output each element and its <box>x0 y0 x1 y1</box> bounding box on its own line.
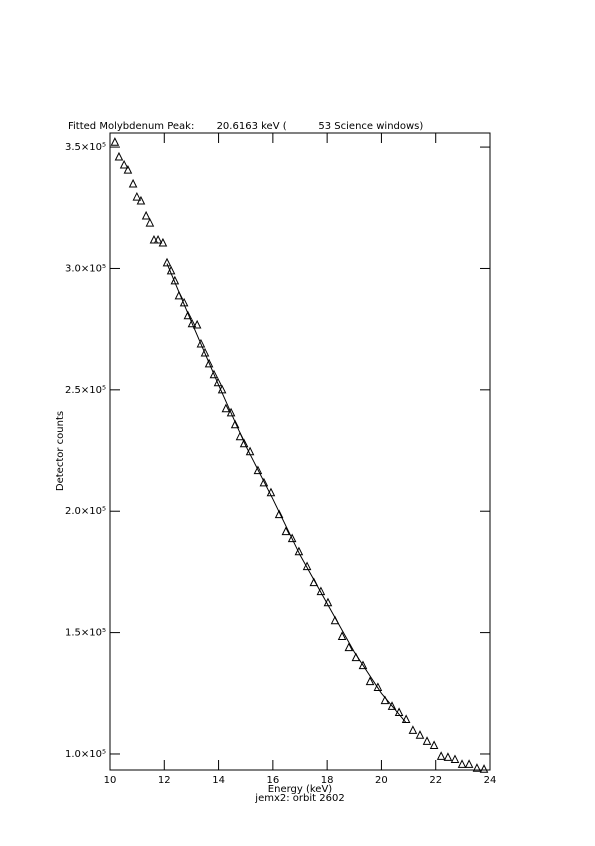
data-point <box>436 751 446 760</box>
data-point <box>401 714 411 724</box>
data-point <box>200 347 210 357</box>
data-point <box>443 752 453 761</box>
data-point <box>196 338 206 348</box>
data-point <box>281 526 291 536</box>
data-point <box>136 195 146 205</box>
data-point <box>226 407 236 417</box>
y-tick-label: 1.0×10⁵ <box>65 749 106 760</box>
x-tick-label: 14 <box>212 775 225 786</box>
data-point <box>209 369 219 379</box>
subtitle: jemx2: orbit 2602 <box>254 793 344 804</box>
data-point <box>253 465 263 475</box>
data-point <box>429 740 439 749</box>
data-point <box>230 419 240 429</box>
data-point <box>221 403 231 413</box>
data-point <box>387 701 397 710</box>
data-point <box>337 631 347 640</box>
data-point <box>457 759 467 768</box>
data-point <box>170 275 180 285</box>
y-tick-label: 3.0×10⁵ <box>65 263 106 274</box>
data-point <box>358 660 368 670</box>
y-tick-label: 3.5×10⁵ <box>65 142 106 153</box>
data-point <box>239 438 249 448</box>
data-point <box>149 234 159 244</box>
fit-line <box>166 263 407 723</box>
data-point <box>294 546 304 556</box>
data-point <box>179 297 189 307</box>
plot-frame <box>109 132 491 771</box>
data-point <box>153 234 163 244</box>
data-point <box>274 509 284 519</box>
x-tick-label: 22 <box>429 775 442 786</box>
chart-title: Fitted Molybdenum Peak: 20.6163 keV ( 53… <box>68 121 423 132</box>
data-point <box>123 165 133 174</box>
data-point <box>450 754 460 764</box>
data-point <box>187 318 197 328</box>
data-point <box>302 561 312 571</box>
data-point <box>204 358 214 368</box>
x-tick-label: 12 <box>158 775 171 786</box>
data-point <box>162 257 172 267</box>
data-point <box>128 178 138 188</box>
x-tick-label: 18 <box>321 775 334 786</box>
data-point <box>259 477 269 487</box>
y-tick-label: 1.5×10⁵ <box>65 628 106 639</box>
data-point <box>213 377 223 387</box>
data-point <box>472 763 482 772</box>
data-point <box>464 759 474 768</box>
data-point <box>114 151 124 161</box>
data-point <box>365 676 375 686</box>
data-point <box>415 730 425 739</box>
data-point <box>316 586 326 596</box>
x-tick-label: 24 <box>484 775 497 786</box>
data-point <box>158 237 168 247</box>
y-tick-label: 2.5×10⁵ <box>65 385 106 396</box>
data-point <box>287 533 297 543</box>
y-tick-label: 2.0×10⁵ <box>65 506 106 517</box>
data-point <box>119 159 129 169</box>
data-point <box>373 682 383 691</box>
data-point <box>145 217 155 227</box>
data-point <box>141 210 151 220</box>
data-point <box>183 310 193 320</box>
data-point <box>132 191 142 201</box>
y-axis-label: Detector counts <box>55 411 66 491</box>
data-point <box>344 642 354 652</box>
data-point <box>192 319 202 329</box>
data-point <box>422 736 432 745</box>
data-point <box>110 137 120 146</box>
x-tick-label: 20 <box>375 775 388 786</box>
data-point <box>408 725 418 734</box>
data-point <box>479 764 489 773</box>
x-tick-label: 16 <box>266 775 279 786</box>
x-tick-label: 10 <box>104 775 117 786</box>
x-axis-label: Energy (keV) <box>268 784 333 795</box>
